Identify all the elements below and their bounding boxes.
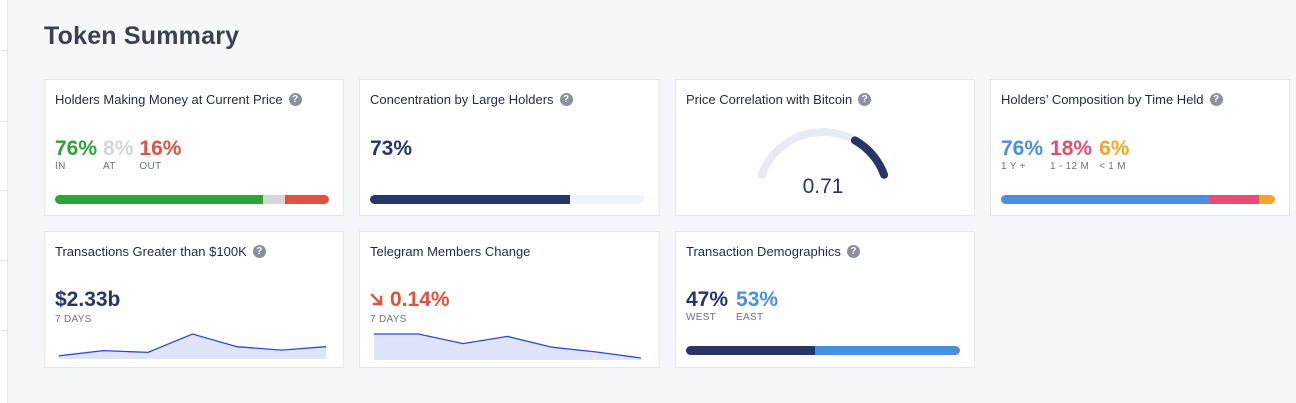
gauge-track <box>757 128 889 179</box>
card-title-text: Holders’ Composition by Time Held <box>1001 92 1204 107</box>
card-title-text: Transactions Greater than $100K <box>55 244 247 259</box>
sparkline-area <box>374 334 641 360</box>
composition-bar <box>1001 195 1275 204</box>
stat-lt-1m-label: < 1 M <box>1099 161 1126 172</box>
stat-west-value: 47% <box>686 288 729 311</box>
card-title-text: Concentration by Large Holders <box>370 92 554 107</box>
bar-segment-east <box>814 346 960 355</box>
rail-divider <box>0 190 7 191</box>
stat-west-label: WEST <box>686 312 717 323</box>
holders-stats: 76% IN 8% AT 16% OUT <box>55 137 182 173</box>
card-price-correlation: Price Correlation with Bitcoin ? 0.71 <box>675 79 975 216</box>
card-title-text: Telegram Members Change <box>370 244 531 259</box>
holders-distribution-bar <box>55 195 329 204</box>
card-holders-making-money: Holders Making Money at Current Price ? … <box>44 79 344 216</box>
rail-divider <box>0 330 7 331</box>
card-holders-composition: Holders’ Composition by Time Held ? 76% … <box>990 79 1290 216</box>
rail-divider <box>0 260 7 261</box>
concentration-bar <box>370 195 644 204</box>
correlation-gauge: 0.71 <box>757 128 889 198</box>
stat-in-label: IN <box>55 161 66 172</box>
transactions-value: $2.33b <box>55 288 121 311</box>
card-title-text: Transaction Demographics <box>686 244 841 259</box>
stat-lt-1m-value: 6% <box>1099 137 1130 160</box>
sparkline-area <box>59 334 326 359</box>
question-circle-icon[interactable]: ? <box>858 93 872 106</box>
concentration-value: 73% <box>370 137 413 160</box>
card-title: Holders Making Money at Current Price ? <box>55 92 302 107</box>
card-title: Holders’ Composition by Time Held ? <box>1001 92 1223 107</box>
card-title-text: Holders Making Money at Current Price <box>55 92 283 107</box>
card-title: Concentration by Large Holders ? <box>370 92 573 107</box>
card-large-transactions: Transactions Greater than $100K ? $2.33b… <box>44 231 344 368</box>
stat-at-value: 8% <box>103 137 134 160</box>
telegram-change: 0.14% <box>370 289 450 311</box>
rail-divider <box>0 50 7 51</box>
gauge-value: 0.71 <box>803 175 844 198</box>
bar-segment-out <box>285 195 329 204</box>
telegram-sparkline <box>374 333 642 360</box>
bar-segment-at <box>263 195 286 204</box>
card-title: Transactions Greater than $100K ? <box>55 244 266 259</box>
card-title-text: Price Correlation with Bitcoin <box>686 92 853 107</box>
card-title: Telegram Members Change <box>370 244 530 259</box>
arrow-down-right-icon <box>370 293 383 306</box>
telegram-period: 7 DAYS <box>370 314 407 325</box>
bar-segment-in <box>55 195 264 204</box>
card-transaction-demographics: Transaction Demographics ? 47% WEST 53% … <box>675 231 975 368</box>
stat-east: 53% EAST <box>736 288 779 324</box>
stat-in: 76% IN <box>55 137 98 173</box>
stat-out-value: 16% <box>139 137 182 160</box>
transactions-period: 7 DAYS <box>55 314 92 325</box>
stat-lt-1m: 6% < 1 M <box>1099 137 1130 173</box>
stat-at: 8% AT <box>103 137 134 173</box>
bar-segment-west <box>686 346 815 355</box>
card-title: Price Correlation with Bitcoin ? <box>686 92 872 107</box>
stat-east-value: 53% <box>736 288 779 311</box>
telegram-change-value: 0.14% <box>390 288 450 311</box>
page-title: Token Summary <box>44 22 240 50</box>
stat-1y-plus-label: 1 Y + <box>1001 161 1026 172</box>
stat-1y-plus-value: 76% <box>1001 137 1044 160</box>
sparkline-line <box>374 333 642 359</box>
stat-east-label: EAST <box>736 312 764 323</box>
stat-at-label: AT <box>103 161 116 172</box>
stat-1-12m: 18% 1 - 12 M <box>1050 137 1093 173</box>
question-circle-icon[interactable]: ? <box>288 93 302 106</box>
stat-1-12m-label: 1 - 12 M <box>1050 161 1090 172</box>
bar-segment-track <box>570 195 644 204</box>
left-rail <box>0 0 8 403</box>
bar-segment-1-12m <box>1209 195 1259 204</box>
stat-1y-plus: 76% 1 Y + <box>1001 137 1044 173</box>
bar-segment-lt-1m <box>1258 195 1275 204</box>
stat-west: 47% WEST <box>686 288 729 324</box>
question-circle-icon[interactable]: ? <box>559 93 573 106</box>
card-concentration: Concentration by Large Holders ? 73% <box>359 79 660 216</box>
bar-segment-1y-plus <box>1001 195 1210 204</box>
question-circle-icon[interactable]: ? <box>252 245 266 258</box>
card-telegram-members: Telegram Members Change 0.14% 7 DAYS <box>359 231 660 368</box>
gauge-fill <box>850 136 889 179</box>
stat-in-value: 76% <box>55 137 98 160</box>
question-circle-icon[interactable]: ? <box>846 245 860 258</box>
stat-out: 16% OUT <box>139 137 182 173</box>
bar-segment-fill <box>370 195 571 204</box>
stat-1-12m-value: 18% <box>1050 137 1093 160</box>
question-circle-icon[interactable]: ? <box>1209 93 1223 106</box>
card-title: Transaction Demographics ? <box>686 244 860 259</box>
demographics-stats: 47% WEST 53% EAST <box>686 288 779 324</box>
sparkline-line <box>58 333 327 357</box>
transactions-sparkline <box>58 333 327 359</box>
demographics-bar <box>686 346 960 355</box>
composition-stats: 76% 1 Y + 18% 1 - 12 M 6% < 1 M <box>1001 137 1130 173</box>
rail-divider <box>0 121 7 122</box>
stat-out-label: OUT <box>139 161 162 172</box>
